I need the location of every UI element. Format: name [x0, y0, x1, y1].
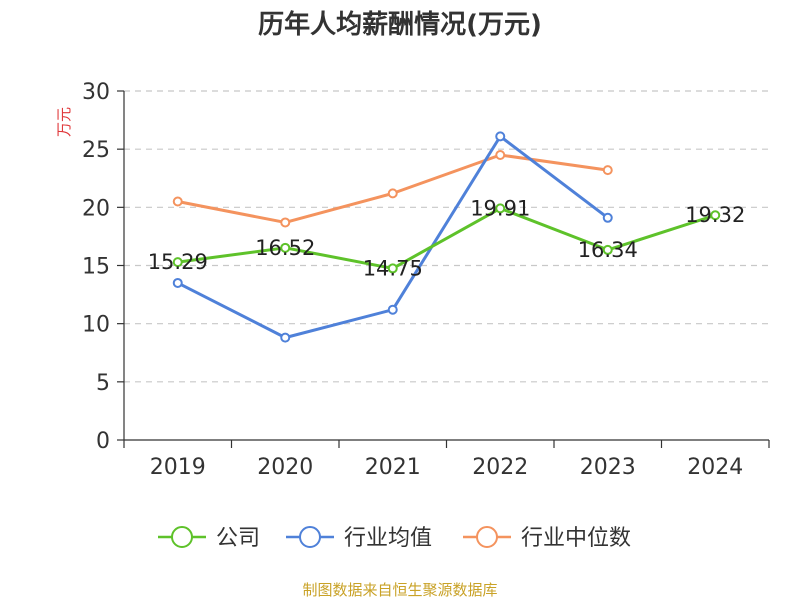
- data-label: 16.52: [255, 236, 315, 260]
- legend-item[interactable]: 公司: [158, 526, 260, 551]
- series-0: 15.29 16.52 14.75 19.91 16.34 19.32: [148, 196, 746, 280]
- data-point: [602, 165, 613, 176]
- y-tick-label: 30: [82, 80, 110, 105]
- y-tick-label: 25: [82, 138, 110, 163]
- data-point: [495, 149, 506, 160]
- y-tick-label: 20: [82, 196, 110, 221]
- legend-label: 行业均值: [344, 526, 432, 551]
- legend-label: 公司: [216, 526, 260, 551]
- legend-marker: [476, 526, 498, 548]
- legend-item[interactable]: 行业中位数: [463, 526, 631, 551]
- axes: 0 5 10 15 20 25 30 2019 2020 2021 2022 2023 2024: [82, 80, 770, 480]
- x-tick-label: 2020: [257, 455, 313, 480]
- data-label: 16.34: [578, 238, 638, 262]
- source-note: 制图数据来自恒生聚源数据库: [302, 581, 497, 599]
- data-point: [602, 212, 613, 223]
- data-point: [172, 277, 183, 288]
- data-point: [280, 217, 291, 228]
- data-point: [387, 304, 398, 315]
- data-label: 14.75: [363, 256, 423, 280]
- y-tick-label: 5: [96, 371, 110, 396]
- chart-title: 历年人均薪酬情况(万元): [258, 9, 542, 40]
- data-point: [280, 242, 291, 253]
- data-point: [710, 210, 721, 221]
- legend-label: 行业中位数: [521, 526, 631, 551]
- data-point: [280, 332, 291, 343]
- legend-item[interactable]: 行业均值: [286, 526, 432, 551]
- x-tick-label: 2019: [150, 455, 206, 480]
- legend: 公司 行业均值 行业中位数: [158, 526, 631, 551]
- data-point: [387, 263, 398, 274]
- data-point: [495, 203, 506, 214]
- x-tick-label: 2023: [580, 455, 636, 480]
- y-tick-label: 10: [82, 313, 110, 338]
- data-point: [387, 188, 398, 199]
- series-2: [172, 149, 613, 228]
- legend-marker: [299, 526, 321, 548]
- x-tick-label: 2021: [365, 455, 421, 480]
- y-tick-label: 0: [96, 429, 110, 454]
- data-label: 19.91: [470, 196, 530, 220]
- y-tick-label: 15: [82, 255, 110, 280]
- series-line: [177, 206, 716, 270]
- data-label: 15.29: [148, 250, 208, 274]
- legend-marker: [171, 526, 193, 548]
- series-group: 15.29 16.52 14.75 19.91 16.34 19.32: [148, 131, 746, 343]
- series-1: [172, 131, 613, 343]
- x-tick-label: 2022: [472, 455, 528, 480]
- x-tick-label: 2024: [687, 455, 743, 480]
- data-point: [495, 131, 506, 142]
- data-point: [172, 257, 183, 268]
- data-point: [602, 244, 613, 255]
- data-point: [172, 196, 183, 207]
- data-label: 19.32: [685, 203, 745, 227]
- grid-lines: [124, 90, 769, 383]
- y-axis-label: 万元: [55, 107, 73, 137]
